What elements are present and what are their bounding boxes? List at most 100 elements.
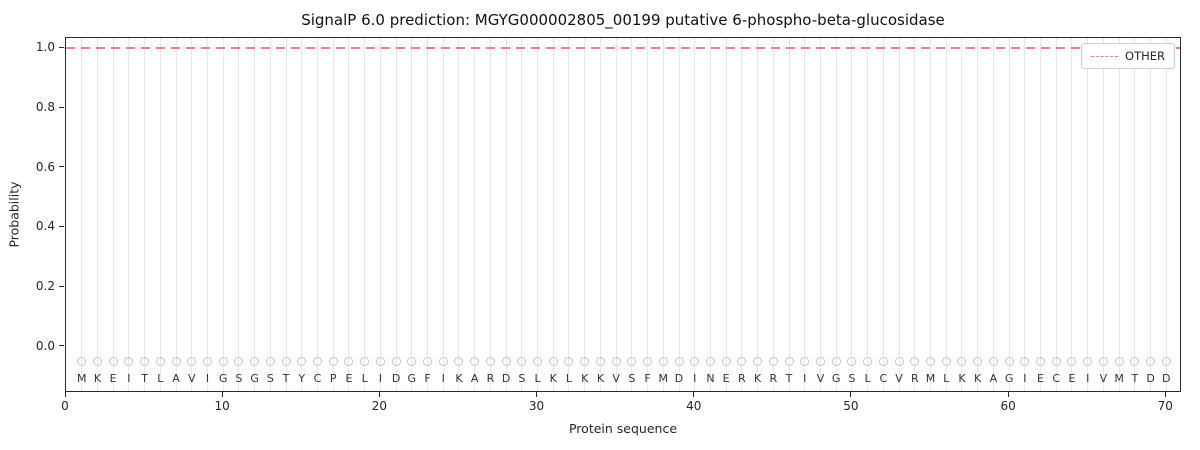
x-tick-mark	[536, 392, 538, 397]
residue-gridline	[819, 38, 821, 391]
residue-letter: I	[693, 371, 697, 385]
residue-gridline	[144, 38, 146, 391]
residue-letter: F	[644, 371, 651, 385]
residue-gridline	[599, 38, 601, 391]
residue-marker-circle	[155, 357, 165, 367]
residue-marker-circle	[281, 357, 291, 367]
residue-gridline	[882, 38, 884, 391]
residue-gridline	[694, 38, 696, 391]
residue-marker-circle	[643, 357, 653, 367]
y-tick-mark	[59, 345, 64, 347]
legend-label-other: OTHER	[1125, 49, 1165, 63]
residue-marker-circle	[1098, 357, 1108, 367]
y-tick-mark	[59, 225, 64, 227]
residue-gridline	[977, 38, 979, 391]
legend-dashed-line-swatch	[1091, 55, 1119, 57]
residue-gridline	[411, 38, 413, 391]
residue-gridline	[930, 38, 931, 391]
residue-letter: S	[848, 371, 856, 385]
residue-gridline	[505, 38, 507, 391]
residue-letter: M	[1114, 371, 1124, 385]
residue-gridline	[804, 38, 806, 391]
residue-letter: K	[958, 371, 966, 385]
residue-marker-circle	[517, 357, 527, 367]
x-tick-mark	[221, 392, 223, 397]
residue-letter: T	[1131, 371, 1139, 385]
residue-marker-circle	[140, 357, 150, 367]
residue-gridline	[725, 38, 727, 391]
residue-gridline	[301, 38, 303, 391]
residue-gridline	[678, 38, 680, 391]
residue-marker-circle	[360, 357, 370, 367]
residue-marker-circle	[705, 357, 715, 367]
residue-marker-circle	[878, 357, 888, 367]
x-tick-label: 10	[214, 399, 230, 413]
residue-letter: C	[1052, 371, 1061, 385]
x-tick-label: 0	[61, 399, 69, 413]
residue-gridline	[489, 38, 491, 391]
residue-letter: A	[172, 371, 180, 385]
residue-marker-circle	[580, 357, 590, 367]
residue-letter: I	[205, 371, 210, 385]
residue-marker-circle	[957, 357, 967, 367]
residue-marker-circle	[847, 357, 857, 367]
residue-gridline	[1102, 38, 1104, 391]
residue-marker-circle	[1004, 357, 1014, 367]
residue-gridline	[1134, 38, 1136, 391]
residue-marker-circle	[863, 357, 873, 367]
residue-marker-circle	[454, 357, 464, 367]
residue-letter: R	[738, 371, 746, 385]
residue-gridline	[175, 38, 177, 391]
residue-letter: T	[282, 371, 290, 385]
residue-marker-circle	[92, 357, 102, 367]
residue-marker-circle	[894, 357, 904, 367]
residue-marker-circle	[1146, 357, 1156, 367]
residue-marker-circle	[721, 357, 731, 367]
residue-gridline	[757, 38, 759, 391]
residue-gridline	[898, 38, 900, 391]
residue-marker-circle	[423, 357, 433, 367]
residue-letter: V	[816, 371, 825, 385]
x-tick-label: 70	[1157, 399, 1173, 413]
residue-gridline	[159, 38, 161, 391]
residue-gridline	[1040, 38, 1042, 391]
residue-gridline	[537, 38, 539, 391]
residue-letter: L	[943, 371, 950, 385]
residue-marker-circle	[533, 357, 543, 367]
residue-marker-circle	[800, 357, 810, 367]
y-tick-label: 1.0	[35, 40, 55, 55]
residue-letter: I	[127, 371, 131, 385]
y-tick-mark	[59, 46, 64, 48]
residue-marker-circle	[250, 357, 260, 367]
residue-marker-circle	[202, 357, 212, 367]
residue-letter: G	[831, 371, 841, 385]
residue-gridline	[631, 38, 633, 391]
residue-gridline	[961, 38, 963, 391]
residue-gridline	[1150, 38, 1152, 391]
residue-letter: V	[187, 371, 196, 385]
residue-letter: I	[1086, 371, 1090, 385]
residue-letter: K	[581, 371, 589, 385]
residue-letter: C	[313, 371, 322, 385]
x-tick-mark	[1007, 392, 1009, 397]
residue-letter: D	[391, 371, 401, 385]
x-tick-label: 40	[686, 399, 702, 413]
residue-letter: L	[534, 371, 541, 385]
x-tick-mark	[64, 392, 66, 397]
residue-letter: L	[864, 371, 871, 385]
x-tick-label: 60	[1000, 399, 1016, 413]
residue-marker-circle	[1020, 357, 1030, 367]
x-axis-label: Protein sequence	[568, 421, 678, 436]
residue-marker-circle	[926, 357, 935, 367]
residue-gridline	[128, 38, 130, 391]
residue-gridline	[647, 38, 649, 391]
residue-marker-circle	[501, 357, 511, 367]
residue-gridline	[914, 38, 916, 391]
residue-letter: D	[501, 371, 511, 385]
residue-letter: K	[93, 371, 102, 385]
y-tick-label: 0.8	[35, 100, 55, 115]
residue-letter: N	[706, 371, 715, 385]
residue-letter: E	[345, 371, 353, 385]
residue-marker-circle	[941, 357, 951, 367]
